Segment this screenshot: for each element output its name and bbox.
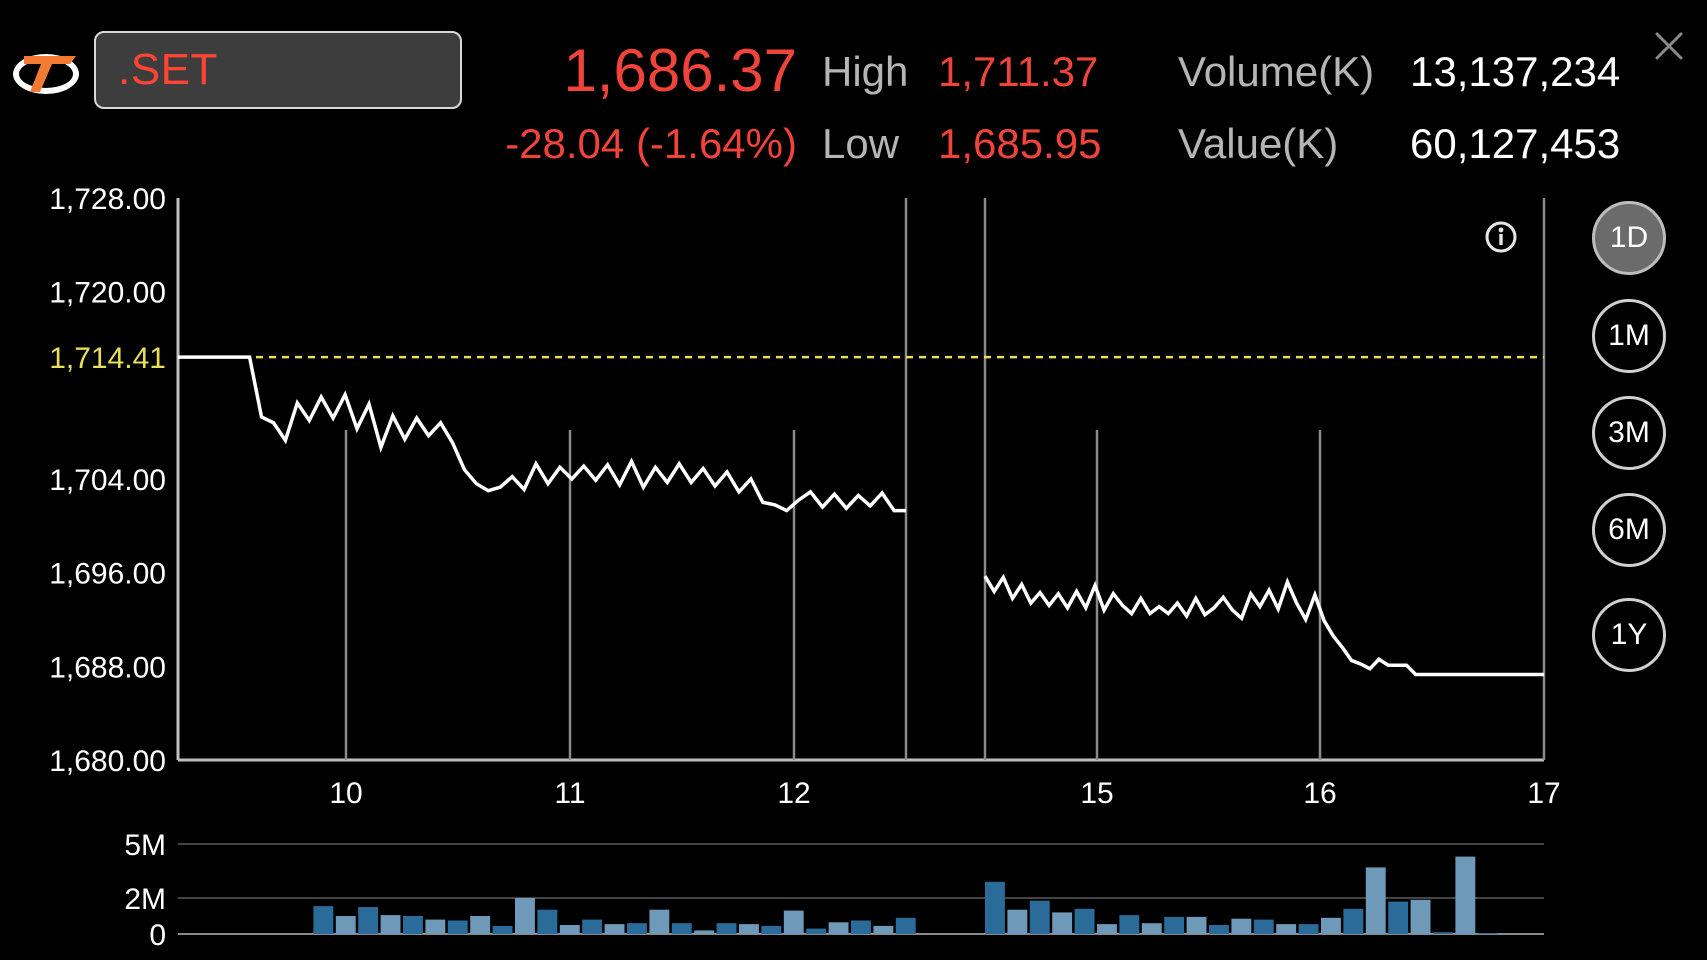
y-tick-label: 1,720.00 [49, 277, 166, 310]
period-1d-button[interactable]: 1D [1592, 201, 1666, 275]
volume-bar [873, 925, 894, 934]
period-3m-button[interactable]: 3M [1592, 396, 1666, 470]
volume-bar [895, 917, 916, 934]
symbol-search-box[interactable]: .SET [94, 31, 462, 109]
volume-bar [649, 909, 670, 934]
volume-bar [1253, 919, 1274, 934]
volume-bar [492, 925, 513, 934]
volume-bar [627, 923, 647, 934]
volume-bar [380, 915, 401, 934]
y-tick-label: 1,696.00 [49, 558, 166, 591]
symbol-text: .SET [118, 45, 218, 94]
low-value: 1,685.95 [938, 120, 1102, 167]
value-value: 60,127,453 [1410, 120, 1621, 167]
period-6m-button[interactable]: 6M [1592, 493, 1666, 567]
volume-value: 13,137,234 [1410, 48, 1621, 95]
period-label: 1M [1608, 319, 1650, 352]
volume-bar [335, 916, 356, 934]
volume-bar [559, 925, 580, 934]
x-tick-label: 16 [1303, 777, 1336, 810]
volume-tick-label: 5M [124, 829, 166, 862]
x-tick-label: 10 [329, 777, 362, 810]
volume-bar [1209, 925, 1229, 934]
x-tick-label: 17 [1527, 777, 1560, 810]
x-tick-label: 12 [777, 777, 810, 810]
period-1y-button[interactable]: 1Y [1592, 598, 1666, 672]
volume-bar [716, 923, 737, 934]
period-label: 1D [1609, 221, 1649, 254]
volume-bar [403, 916, 423, 934]
low-label: Low [822, 120, 900, 167]
volume-bar [671, 923, 692, 934]
price-change: -28.04 (-1.64%) [505, 120, 797, 167]
last-price: 1,686.37 [563, 37, 797, 104]
close-icon[interactable] [1649, 26, 1689, 66]
period-label: 6M [1608, 513, 1650, 546]
y-tick-label: 1,704.00 [49, 464, 166, 497]
volume-bar [515, 898, 535, 934]
info-icon[interactable] [1484, 220, 1518, 254]
volume-bar [1029, 900, 1050, 934]
volume-bar [1141, 923, 1162, 934]
volume-bar [828, 922, 849, 934]
y-tick-label: 1,680.00 [49, 745, 166, 778]
volume-chart-area: 5M 2M0 [124, 829, 1544, 952]
volume-bar [358, 907, 379, 934]
volume-bar [985, 881, 1005, 934]
volume-bar [1164, 916, 1185, 934]
high-value: 1,711.37 [938, 48, 1099, 95]
volume-bar [313, 906, 334, 934]
period-1m-button[interactable]: 1M [1592, 299, 1666, 373]
volume-bar [1410, 899, 1431, 934]
volume-bar [447, 920, 468, 934]
y-tick-label: 1,728.00 [49, 183, 166, 216]
x-tick-label: 15 [1080, 777, 1113, 810]
volume-bar [1052, 912, 1073, 934]
volume-bar [1298, 924, 1319, 934]
volume-bar [470, 916, 491, 934]
volume-bar [1119, 915, 1140, 934]
volume-tick-label: 2M [124, 883, 166, 916]
volume-bar [537, 909, 558, 934]
period-label: 3M [1608, 416, 1650, 449]
previous-close-label: 1,714.41 [49, 342, 166, 375]
volume-bar [761, 925, 782, 934]
volume-bar [1365, 867, 1386, 934]
price-series-first [178, 355, 906, 513]
volume-tick-label: 0 [149, 919, 166, 952]
volume-bar [739, 924, 759, 934]
brand-logo [13, 54, 79, 94]
volume-bar [425, 919, 446, 934]
volume-bar [851, 920, 871, 934]
volume-bar [1455, 856, 1476, 934]
price-series-second [983, 573, 1544, 677]
volume-bar [1388, 901, 1409, 934]
volume-bar [604, 924, 625, 934]
volume-bar [582, 919, 603, 934]
volume-bar [1097, 924, 1117, 934]
high-label: High [822, 48, 909, 95]
x-tick-label: 11 [554, 777, 585, 810]
volume-bar [1186, 916, 1207, 934]
volume-bar [1343, 908, 1364, 934]
volume-bar [783, 910, 804, 934]
volume-bar [1276, 924, 1297, 934]
price-chart-area: 1,728.00 1,720.00 1,704.00 1,696.00 1,688.00… [49, 183, 1560, 810]
volume-bar [1433, 932, 1453, 934]
volume-bar [1231, 918, 1252, 934]
volume-bar [1321, 917, 1341, 934]
volume-bar [1074, 908, 1095, 934]
value-label: Value(K) [1178, 120, 1339, 167]
volume-bar [1007, 909, 1028, 934]
volume-bar [694, 930, 715, 934]
volume-label: Volume(K) [1178, 48, 1375, 95]
volume-bar [1477, 933, 1498, 934]
period-label: 1Y [1610, 618, 1648, 651]
y-tick-label: 1,688.00 [49, 651, 166, 684]
volume-bar [806, 928, 827, 934]
